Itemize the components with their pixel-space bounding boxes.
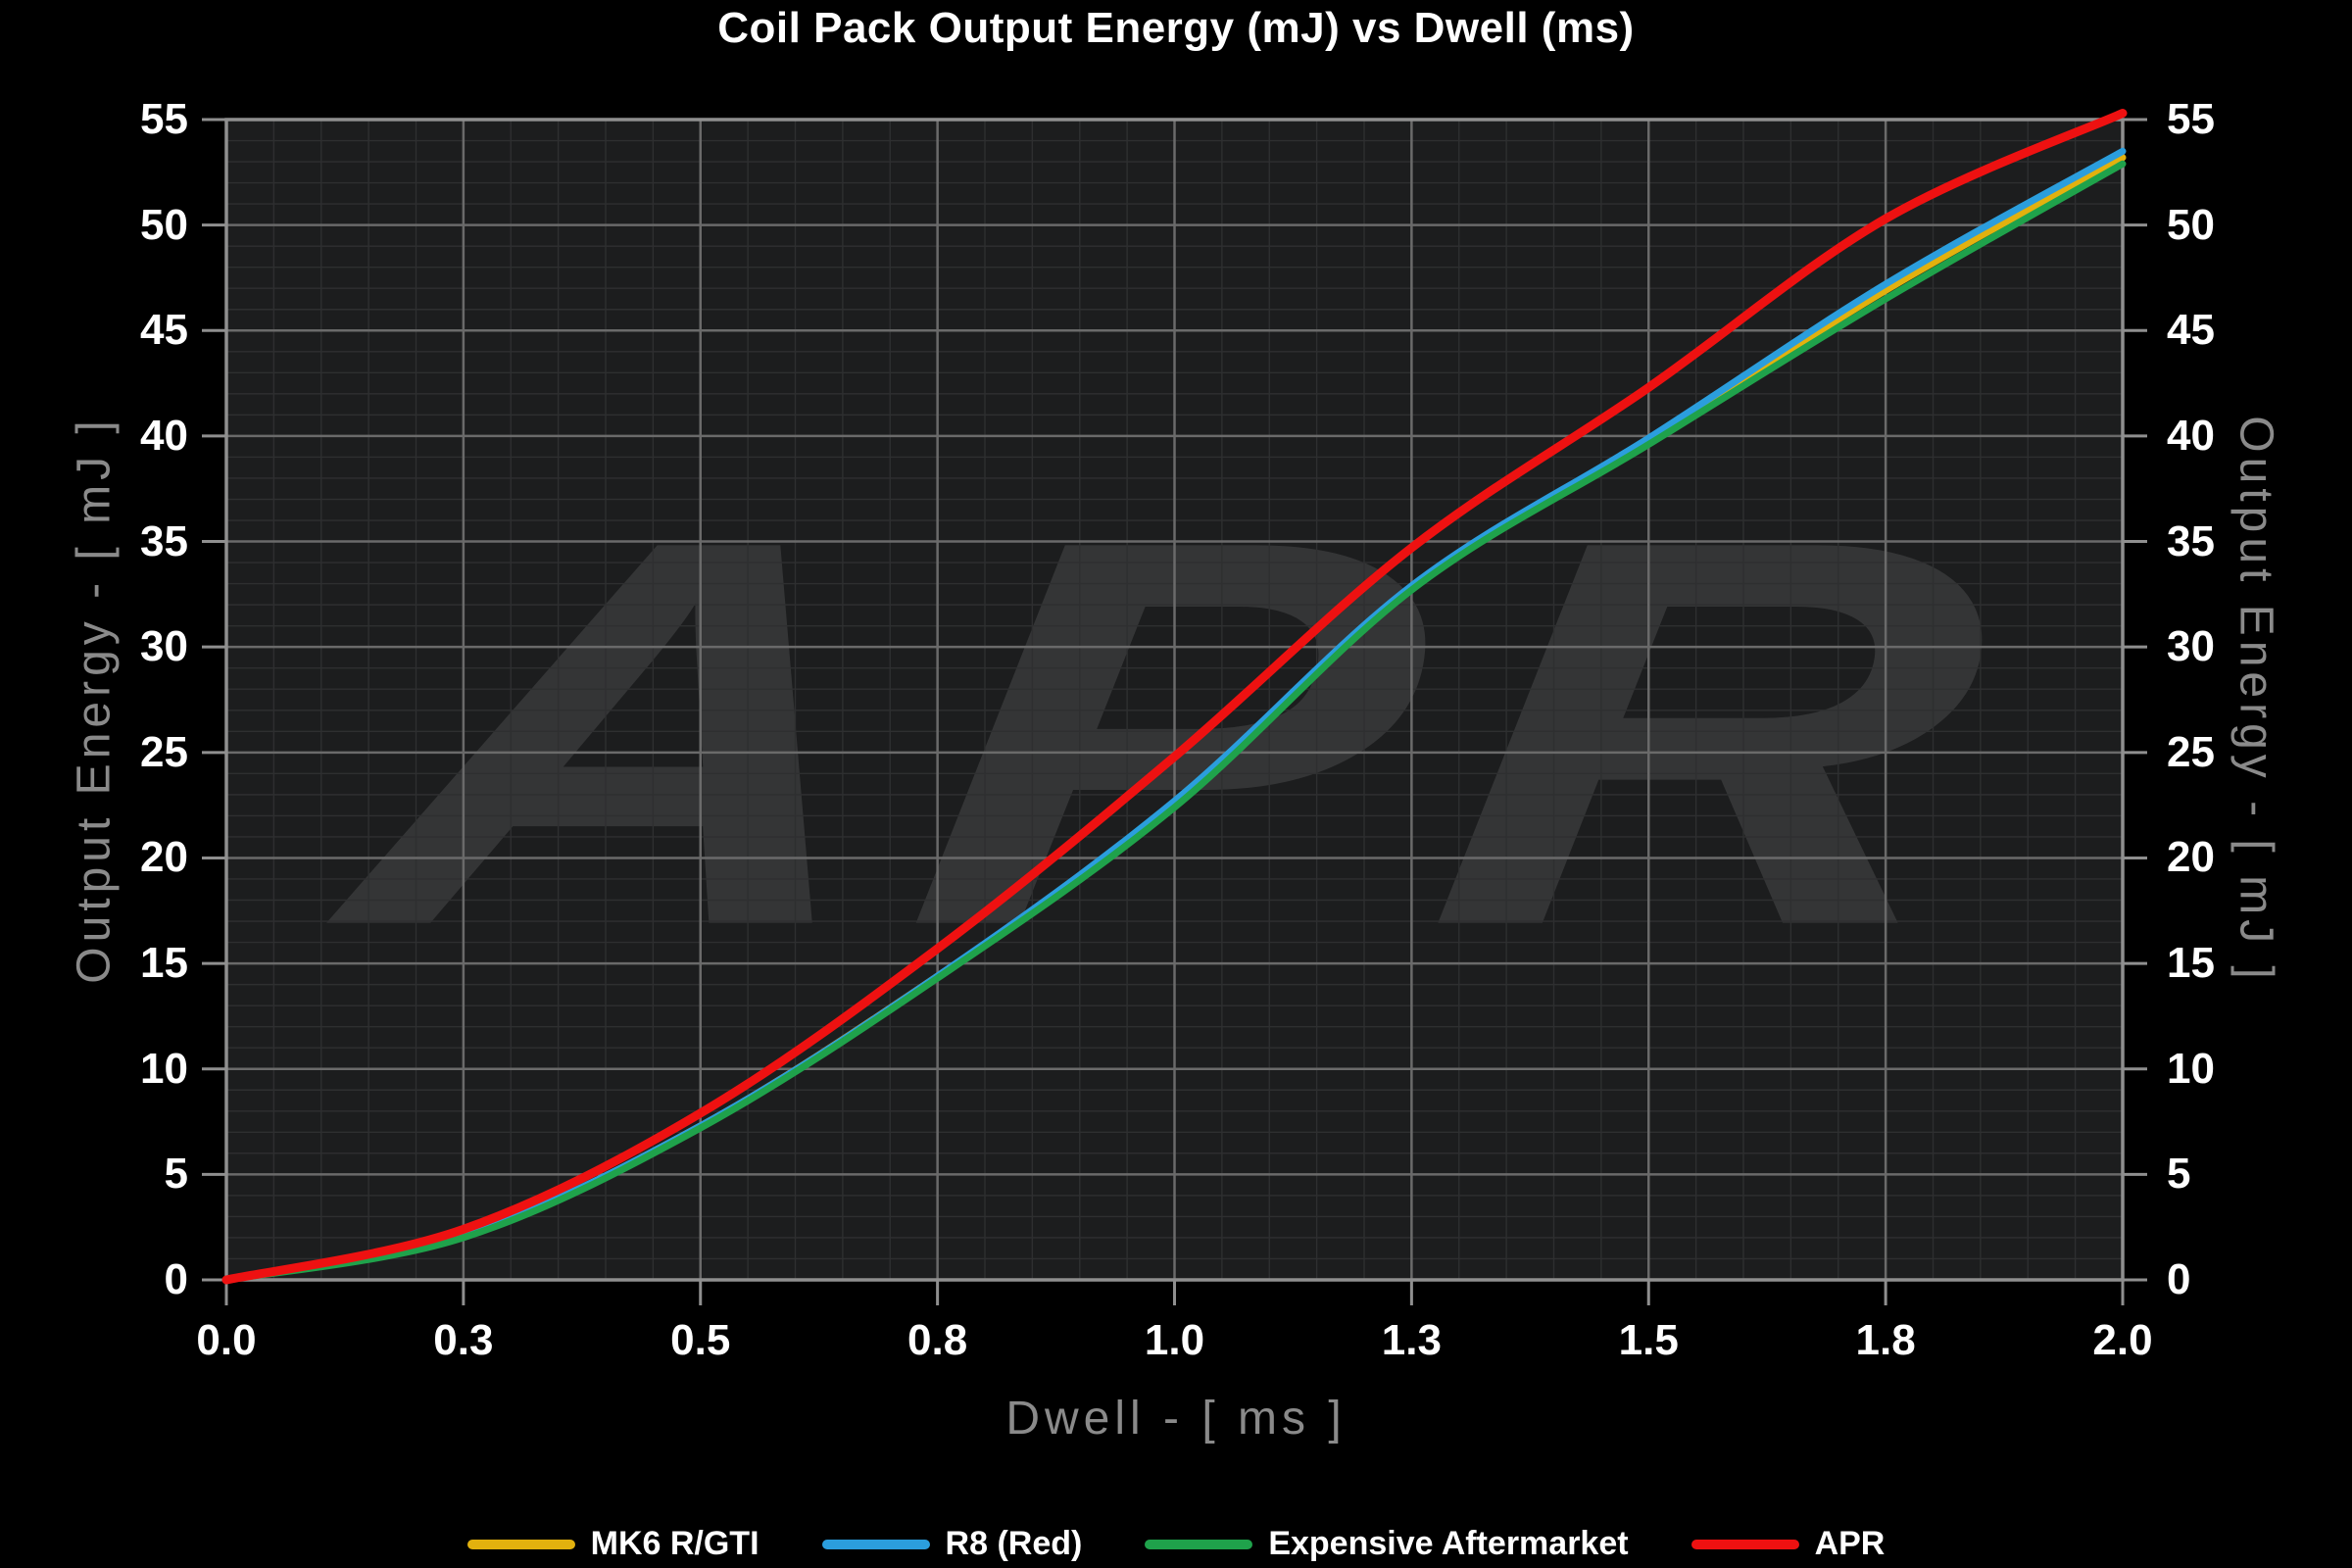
- legend-item-r8-red-: R8 (Red): [821, 1525, 1083, 1563]
- legend-label: Expensive Aftermarket: [1268, 1525, 1629, 1562]
- legend: MK6 R/GTI R8 (Red) Expensive Aftermarket AP…: [0, 1525, 2352, 1563]
- legend-item-apr: APR: [1690, 1525, 1886, 1563]
- legend-item-mk6-r-gti: MK6 R/GTI: [466, 1525, 760, 1563]
- y-tick-label-right: 25: [2167, 727, 2215, 776]
- y-tick-label-right: 20: [2167, 833, 2215, 882]
- x-tick-label: 0.8: [907, 1316, 968, 1364]
- x-tick-label: 0.0: [196, 1316, 257, 1364]
- y-tick-label-left: 45: [140, 306, 188, 355]
- x-tick-label: 0.3: [433, 1316, 494, 1364]
- x-tick-label: 0.5: [670, 1316, 731, 1364]
- y-tick-label-left: 40: [140, 411, 188, 460]
- x-tick-label: 1.5: [1618, 1316, 1679, 1364]
- y-tick-label-left: 35: [140, 516, 188, 565]
- y-tick-label-left: 15: [140, 939, 188, 988]
- legend-label: MK6 R/GTI: [590, 1525, 760, 1562]
- legend-label: APR: [1814, 1525, 1886, 1562]
- y-tick-label-right: 45: [2167, 306, 2215, 355]
- y-tick-label-right: 5: [2167, 1150, 2191, 1199]
- y-tick-label-right: 35: [2167, 516, 2215, 565]
- y-tick-label-left: 25: [140, 727, 188, 776]
- x-tick-label: 1.0: [1144, 1316, 1205, 1364]
- legend-swatch: [466, 1539, 575, 1549]
- y-axis-title-left: Output Energy - [ mJ ]: [68, 416, 121, 984]
- y-tick-label-right: 55: [2167, 95, 2215, 143]
- legend-swatch: [1690, 1539, 1799, 1549]
- y-axis-title-right: Output Energy - [ mJ ]: [2230, 416, 2282, 984]
- x-tick-label: 2.0: [2092, 1316, 2153, 1364]
- legend-swatch: [1145, 1539, 1253, 1549]
- y-tick-label-right: 10: [2167, 1044, 2215, 1093]
- legend-item-expensive-aftermarket: Expensive Aftermarket: [1145, 1525, 1629, 1563]
- y-tick-label-right: 0: [2167, 1255, 2191, 1303]
- series-line-expensive-aftermarket: [222, 160, 2127, 1284]
- y-tick-label-right: 30: [2167, 622, 2215, 671]
- chart-title: Coil Pack Output Energy (mJ) vs Dwell (m…: [717, 4, 1635, 52]
- y-tick-label-left: 50: [140, 200, 188, 249]
- x-axis-title: Dwell - [ ms ]: [1005, 1393, 1347, 1445]
- legend-label: R8 (Red): [945, 1525, 1083, 1562]
- y-tick-label-right: 15: [2167, 939, 2215, 988]
- x-tick-label: 1.3: [1381, 1316, 1442, 1364]
- y-tick-label-left: 10: [140, 1044, 188, 1093]
- y-tick-label-right: 50: [2167, 200, 2215, 249]
- y-tick-label-left: 30: [140, 622, 188, 671]
- x-tick-label: 1.8: [1855, 1316, 1916, 1364]
- legend-swatch: [821, 1539, 930, 1549]
- y-tick-label-right: 40: [2167, 411, 2215, 460]
- series-line-apr: [221, 109, 2128, 1285]
- y-tick-label-left: 20: [140, 833, 188, 882]
- y-tick-label-left: 5: [164, 1150, 188, 1199]
- y-tick-label-left: 55: [140, 95, 188, 143]
- y-tick-label-left: 0: [164, 1255, 188, 1303]
